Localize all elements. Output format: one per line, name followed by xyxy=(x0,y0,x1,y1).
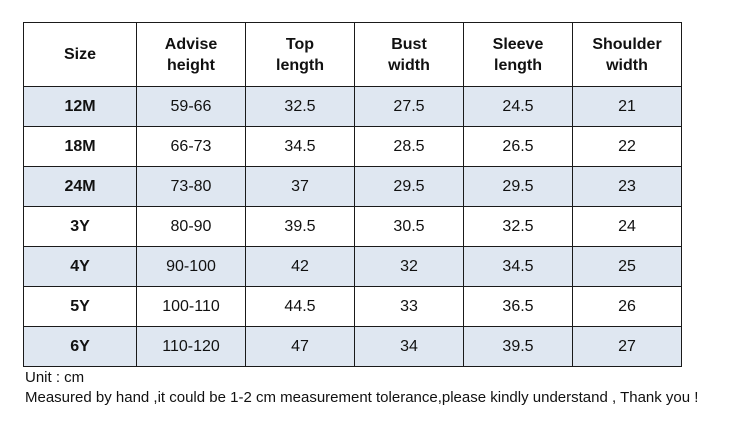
table-row: 18M 66-73 34.5 28.5 26.5 22 xyxy=(23,126,682,167)
cell-advise-height: 73-80 xyxy=(136,166,246,207)
header-advise-height-line1: Advise xyxy=(164,35,218,53)
cell-shoulder-width: 22 xyxy=(572,126,682,167)
cell-advise-height: 110-120 xyxy=(136,326,246,367)
cell-bust-width: 34 xyxy=(354,326,464,367)
header-shoulder-width: Shoulder width xyxy=(572,22,682,87)
header-bust-width: Bust width xyxy=(354,22,464,87)
table-row: 24M 73-80 37 29.5 29.5 23 xyxy=(23,166,682,207)
cell-advise-height: 100-110 xyxy=(136,286,246,327)
header-advise-height: Advise height xyxy=(136,22,246,87)
cell-size: 6Y xyxy=(23,326,137,367)
cell-bust-width: 28.5 xyxy=(354,126,464,167)
cell-size: 3Y xyxy=(23,206,137,247)
cell-advise-height: 66-73 xyxy=(136,126,246,167)
table-header-row: Size Advise height Top length Bust width… xyxy=(23,22,682,87)
cell-top-length: 37 xyxy=(245,166,355,207)
cell-sleeve-length: 34.5 xyxy=(463,246,573,287)
cell-shoulder-width: 21 xyxy=(572,86,682,127)
cell-top-length: 32.5 xyxy=(245,86,355,127)
cell-shoulder-width: 23 xyxy=(572,166,682,207)
cell-top-length: 44.5 xyxy=(245,286,355,327)
header-shoulder-width-line1: Shoulder xyxy=(592,35,662,53)
cell-bust-width: 30.5 xyxy=(354,206,464,247)
header-bust-width-line2: width xyxy=(388,56,430,74)
cell-advise-height: 80-90 xyxy=(136,206,246,247)
header-bust-width-line1: Bust xyxy=(391,35,427,53)
cell-top-length: 39.5 xyxy=(245,206,355,247)
cell-shoulder-width: 26 xyxy=(572,286,682,327)
table-row: 6Y 110-120 47 34 39.5 27 xyxy=(23,326,682,367)
cell-top-length: 34.5 xyxy=(245,126,355,167)
cell-top-length: 42 xyxy=(245,246,355,287)
cell-top-length: 47 xyxy=(245,326,355,367)
header-size-line1: Size xyxy=(63,46,96,63)
cell-sleeve-length: 24.5 xyxy=(463,86,573,127)
table-row: 3Y 80-90 39.5 30.5 32.5 24 xyxy=(23,206,682,247)
cell-sleeve-length: 39.5 xyxy=(463,326,573,367)
header-sleeve-length-line2: length xyxy=(494,56,542,74)
cell-shoulder-width: 24 xyxy=(572,206,682,247)
header-top-length-line2: length xyxy=(276,56,324,74)
cell-size: 24M xyxy=(23,166,137,207)
cell-size: 12M xyxy=(23,86,137,127)
header-top-length: Top length xyxy=(245,22,355,87)
cell-shoulder-width: 25 xyxy=(572,246,682,287)
size-chart-table: Size Advise height Top length Bust width… xyxy=(23,22,682,367)
table-row: 5Y 100-110 44.5 33 36.5 26 xyxy=(23,286,682,327)
table-row: 12M 59-66 32.5 27.5 24.5 21 xyxy=(23,86,682,127)
cell-size: 5Y xyxy=(23,286,137,327)
cell-sleeve-length: 29.5 xyxy=(463,166,573,207)
cell-bust-width: 29.5 xyxy=(354,166,464,207)
cell-sleeve-length: 26.5 xyxy=(463,126,573,167)
cell-bust-width: 33 xyxy=(354,286,464,327)
measurement-disclaimer: Measured by hand ,it could be 1-2 cm mea… xyxy=(25,389,699,406)
table-row: 4Y 90-100 42 32 34.5 25 xyxy=(23,246,682,287)
cell-advise-height: 59-66 xyxy=(136,86,246,127)
header-sleeve-length: Sleeve length xyxy=(463,22,573,87)
cell-size: 18M xyxy=(23,126,137,167)
header-shoulder-width-line2: width xyxy=(606,56,648,74)
header-top-length-line1: Top xyxy=(285,35,315,53)
header-size: Size xyxy=(23,22,137,87)
header-advise-height-line2: height xyxy=(167,56,215,74)
cell-advise-height: 90-100 xyxy=(136,246,246,287)
cell-sleeve-length: 36.5 xyxy=(463,286,573,327)
cell-bust-width: 32 xyxy=(354,246,464,287)
cell-size: 4Y xyxy=(23,246,137,287)
cell-bust-width: 27.5 xyxy=(354,86,464,127)
unit-note: Unit : cm xyxy=(25,369,85,386)
header-sleeve-length-line1: Sleeve xyxy=(492,35,544,53)
cell-shoulder-width: 27 xyxy=(572,326,682,367)
cell-sleeve-length: 32.5 xyxy=(463,206,573,247)
